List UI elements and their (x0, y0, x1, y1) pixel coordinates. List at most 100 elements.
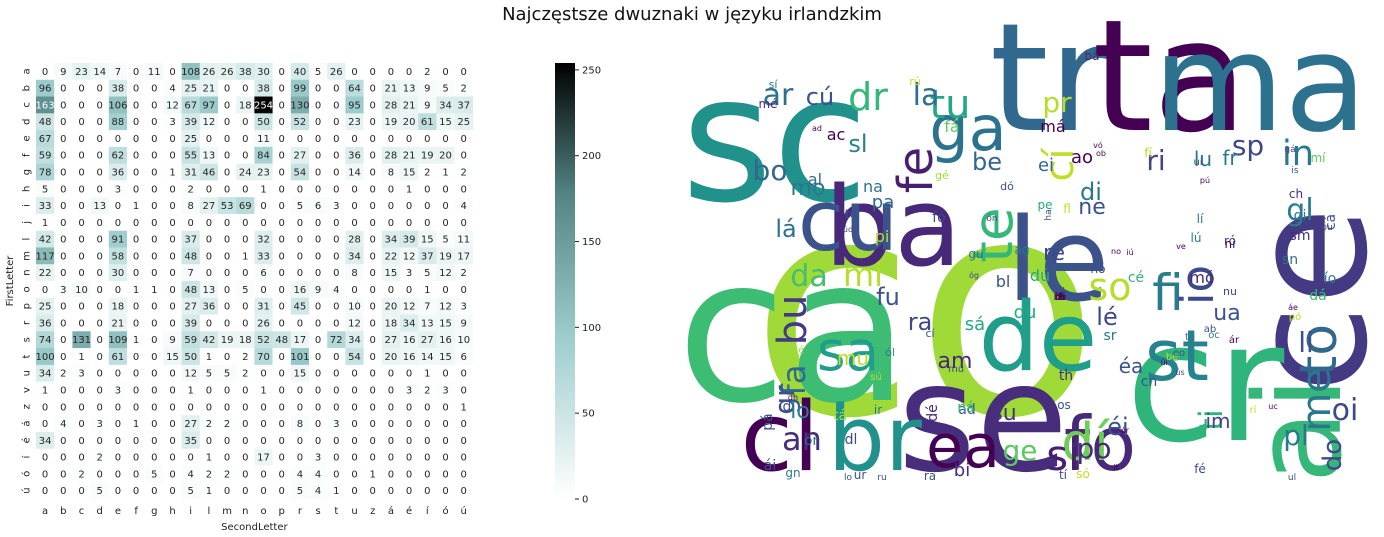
cell-value-label: 0 (297, 235, 303, 246)
heatmap-cell (381, 398, 401, 416)
heatmap-cell (218, 431, 237, 450)
cell-value-label: 28 (385, 151, 398, 162)
cell-value-label: 0 (133, 352, 139, 363)
cell-value-label: 5 (297, 486, 303, 497)
wordcloud-word: dí (1061, 413, 1110, 473)
heatmap-cell (418, 398, 437, 416)
cell-value-label: 36 (348, 151, 361, 162)
heatmap-cell (181, 415, 201, 433)
cell-value-label: 12 (403, 251, 416, 262)
wordcloud-word: mó (1189, 268, 1214, 287)
cell-value-label: 34 (439, 100, 452, 111)
cell-value-label: 0 (60, 486, 66, 497)
heatmap-cell (199, 281, 219, 299)
cell-value-label: 0 (224, 352, 230, 363)
heatmap-cell (345, 415, 364, 433)
heatmap-cell (290, 381, 310, 399)
heatmap-cell (90, 281, 110, 299)
heatmap-cell (290, 314, 310, 332)
x-tick-label: b (60, 506, 66, 517)
cell-value-label: 0 (42, 402, 48, 413)
cell-value-label: 0 (461, 369, 467, 380)
cell-value-label: 0 (370, 218, 376, 229)
heatmap-cell (163, 448, 182, 466)
heatmap-cell (108, 482, 128, 500)
wordcloud-word: lo (844, 473, 853, 483)
heatmap-cell (145, 381, 164, 399)
cell-value-label: 1 (424, 369, 430, 380)
cell-value-label: 0 (169, 184, 175, 195)
wordcloud-word: sú (870, 371, 882, 383)
wordcloud-word: gu (968, 247, 983, 261)
cell-value-label: 21 (403, 100, 416, 111)
wordcloud-word: bu (770, 295, 816, 346)
cell-value-label: 36 (112, 168, 125, 179)
heatmap-cell (290, 213, 310, 231)
heatmap-cell (436, 96, 455, 114)
heatmap-cell (54, 297, 73, 315)
wordcloud-word: mé (758, 97, 777, 111)
heatmap-cell (218, 197, 237, 215)
y-tick-label: á (21, 420, 33, 426)
cell-value-label: 48 (275, 335, 288, 346)
cell-value-label: 28 (348, 235, 361, 246)
heatmap-cell (181, 398, 201, 416)
heatmap-cell (54, 113, 73, 131)
heatmap-cell (36, 247, 55, 265)
heatmap-cell (436, 381, 455, 399)
cell-value-label: 2 (206, 419, 212, 430)
heatmap-cell (127, 197, 146, 215)
wordcloud-word: ce (1216, 207, 1384, 393)
cell-value-label: 0 (279, 67, 285, 78)
heatmap-cell (400, 381, 419, 399)
cell-value-label: 15 (439, 117, 452, 128)
cell-value-label: 25 (457, 117, 470, 128)
cell-value-label: 0 (315, 117, 321, 128)
heatmap-cell (400, 297, 419, 315)
cell-value-label: 0 (169, 235, 175, 246)
heatmap-cell (90, 331, 110, 349)
heatmap-cell (90, 314, 110, 332)
cell-value-label: 21 (403, 151, 416, 162)
heatmap-cell (199, 180, 219, 198)
wordcloud-word: ré (1043, 241, 1065, 266)
heatmap-cell (108, 79, 128, 97)
heatmap-cell (72, 213, 91, 231)
cell-value-label: 15 (385, 268, 398, 279)
cell-value-label: 0 (151, 335, 157, 346)
heatmap-cell (199, 247, 219, 265)
cell-value-label: 0 (351, 386, 357, 397)
heatmap-cell (54, 63, 73, 81)
heatmap-cell (436, 415, 455, 433)
wordcloud-word: ra (908, 308, 933, 336)
heatmap-cell (381, 364, 401, 382)
cell-value-label: 15 (166, 352, 179, 363)
cell-value-label: 25 (39, 302, 52, 313)
heatmap-cell (400, 448, 419, 466)
heatmap-cell (72, 331, 91, 349)
cell-value-label: 1 (133, 335, 139, 346)
wordcloud-word: dí (1055, 291, 1065, 303)
heatmap-cell (254, 314, 273, 332)
heatmap-cell (145, 197, 164, 215)
heatmap-cell (454, 314, 474, 332)
cell-value-label: 1 (188, 386, 194, 397)
wordcloud-word: rá (924, 469, 936, 483)
cell-value-label: 0 (351, 486, 357, 497)
heatmap-cell (108, 314, 128, 332)
cell-value-label: 0 (333, 134, 339, 145)
heatmap-cell (454, 197, 474, 215)
heatmap-cell (254, 264, 273, 282)
heatmap-cell (181, 79, 201, 97)
cell-value-label: 0 (242, 84, 248, 95)
heatmap-cell (127, 482, 146, 500)
heatmap-cell (236, 348, 255, 366)
cell-value-label: 0 (206, 218, 212, 229)
cell-value-label: 0 (133, 117, 139, 128)
heatmap-cell (163, 364, 182, 382)
cell-value-label: 0 (169, 134, 175, 145)
cell-value-label: 254 (254, 100, 273, 111)
heatmap-cell (54, 381, 73, 399)
cell-value-label: 15 (421, 235, 434, 246)
